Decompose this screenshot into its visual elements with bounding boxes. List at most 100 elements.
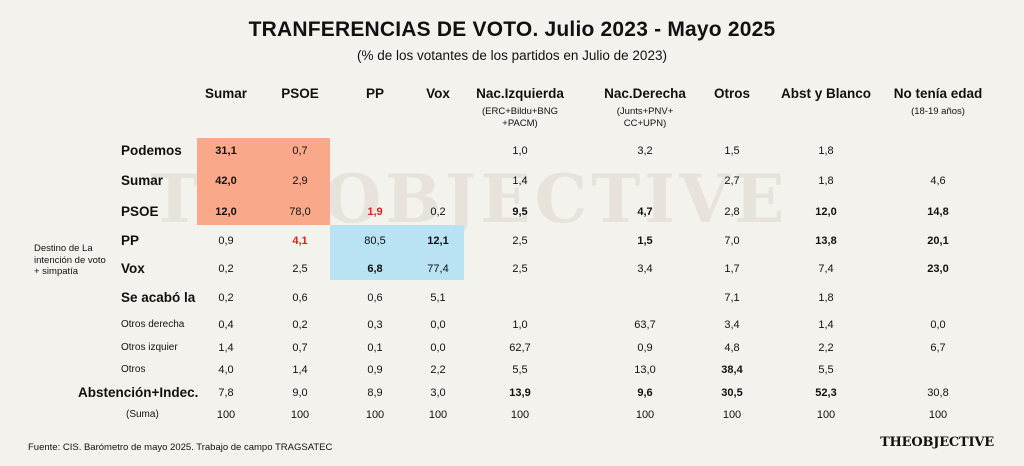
table-cell: 78,0 bbox=[289, 206, 311, 218]
table-cell: 4,0 bbox=[218, 364, 234, 376]
table-cell: 12,0 bbox=[215, 206, 237, 218]
table-cell: 30,5 bbox=[721, 387, 743, 399]
column-header: Vox bbox=[426, 86, 450, 101]
table-cell: 0,9 bbox=[218, 235, 234, 247]
table-cell: 6,7 bbox=[930, 342, 946, 354]
table-cell: 100 bbox=[635, 409, 655, 421]
table-cell: 3,2 bbox=[637, 145, 653, 157]
row-label: Otros bbox=[121, 364, 146, 375]
table-cell: 7,8 bbox=[218, 387, 234, 399]
column-header: No tenía edad bbox=[893, 86, 983, 101]
table-cell: 1,8 bbox=[818, 145, 834, 157]
table-cell: 52,3 bbox=[815, 387, 837, 399]
table-cell: 8,9 bbox=[367, 387, 383, 399]
row-label: Otros izquier bbox=[121, 342, 178, 353]
table-cell: 100 bbox=[290, 409, 310, 421]
table-cell: 2,7 bbox=[724, 175, 740, 187]
table-cell: 1,5 bbox=[724, 145, 740, 157]
column-subheader: (18-19 años) bbox=[911, 106, 965, 117]
table-cell: 1,4 bbox=[512, 175, 528, 187]
table-cell: 100 bbox=[510, 409, 530, 421]
table-cell: 13,0 bbox=[634, 364, 656, 376]
table-cell: 0,2 bbox=[430, 206, 446, 218]
table-cell: 13,8 bbox=[815, 235, 837, 247]
table-cell: 2,2 bbox=[818, 342, 834, 354]
table-cell: 0,6 bbox=[292, 292, 308, 304]
table-cell: 100 bbox=[816, 409, 836, 421]
highlight-orange-block bbox=[197, 138, 330, 225]
table-cell: 3,4 bbox=[637, 263, 653, 275]
column-header: Abst y Blanco bbox=[780, 86, 872, 101]
table-cell: 6,8 bbox=[367, 263, 383, 275]
table-cell: 1,0 bbox=[512, 319, 528, 331]
chart-subtitle: (% de los votantes de los partidos en Ju… bbox=[357, 48, 667, 63]
table-cell: 1,8 bbox=[818, 292, 834, 304]
table-cell: 100 bbox=[722, 409, 742, 421]
table-cell: 1,9 bbox=[367, 206, 383, 218]
table-cell: 0,3 bbox=[367, 319, 383, 331]
table-cell: 30,8 bbox=[927, 387, 949, 399]
table-cell: 2,2 bbox=[430, 364, 446, 376]
table-cell: 1,0 bbox=[512, 145, 528, 157]
column-header: Otros bbox=[713, 86, 751, 101]
table-cell: 80,5 bbox=[364, 235, 386, 247]
row-label: PSOE bbox=[121, 204, 159, 219]
table-cell: 1,7 bbox=[724, 263, 740, 275]
table-cell: 23,0 bbox=[927, 263, 949, 275]
table-cell: 2,5 bbox=[512, 263, 528, 275]
table-cell: 5,5 bbox=[512, 364, 528, 376]
row-label: (Suma) bbox=[126, 409, 159, 420]
table-cell: 0,9 bbox=[637, 342, 653, 354]
row-label: Se acabó la bbox=[121, 290, 196, 305]
table-cell: 4,8 bbox=[724, 342, 740, 354]
table-cell: 0,0 bbox=[430, 342, 446, 354]
row-label: Podemos bbox=[121, 143, 182, 158]
table-cell: 2,8 bbox=[724, 206, 740, 218]
table-cell: 0,2 bbox=[218, 263, 234, 275]
row-label: PP bbox=[121, 233, 140, 248]
table-cell: 77,4 bbox=[427, 263, 449, 275]
table-cell: 4,6 bbox=[930, 175, 946, 187]
table-cell: 1,5 bbox=[637, 235, 653, 247]
source-note: Fuente: CIS. Barómetro de mayo 2025. Tra… bbox=[28, 442, 333, 453]
table-cell: 2,5 bbox=[512, 235, 528, 247]
table-cell: 0,0 bbox=[930, 319, 946, 331]
table-cell: 14,8 bbox=[927, 206, 949, 218]
table-cell: 0,0 bbox=[430, 319, 446, 331]
table-cell: 12,0 bbox=[815, 206, 837, 218]
table-cell: 100 bbox=[365, 409, 385, 421]
table-cell: 13,9 bbox=[509, 387, 531, 399]
table-cell: 2,5 bbox=[292, 263, 308, 275]
table-cell: 1,4 bbox=[218, 342, 234, 354]
side-label: Destino de La intención de voto + simpat… bbox=[34, 243, 106, 277]
table-cell: 1,4 bbox=[818, 319, 834, 331]
table-cell: 12,1 bbox=[427, 235, 449, 247]
row-label: Sumar bbox=[121, 173, 164, 188]
table-cell: 7,0 bbox=[724, 235, 740, 247]
table-cell: 63,7 bbox=[634, 319, 656, 331]
column-header: Nac.Izquierda bbox=[476, 86, 564, 101]
row-label: Otros derecha bbox=[121, 319, 185, 330]
table-cell: 7,4 bbox=[818, 263, 834, 275]
table-cell: 0,1 bbox=[367, 342, 383, 354]
chart-title: TRANFERENCIAS DE VOTO. Julio 2023 - Mayo… bbox=[248, 18, 776, 41]
table-cell: 2,9 bbox=[292, 175, 308, 187]
column-header: PP bbox=[365, 86, 385, 101]
table-cell: 100 bbox=[928, 409, 948, 421]
table-cell: 62,7 bbox=[509, 342, 531, 354]
row-label: Vox bbox=[121, 261, 145, 276]
table-cell: 1,8 bbox=[818, 175, 834, 187]
column-header: Nac.Derecha bbox=[604, 86, 686, 101]
table-cell: 4,1 bbox=[292, 235, 308, 247]
table-cell: 3,0 bbox=[430, 387, 446, 399]
publisher-logo: THEOBJECTIVE bbox=[880, 435, 994, 450]
highlight-blue-block bbox=[330, 225, 464, 280]
table-cell: 1,4 bbox=[292, 364, 308, 376]
column-subheader: (Junts+PNV+ CC+UPN) bbox=[616, 106, 674, 129]
table-cell: 0,7 bbox=[292, 342, 308, 354]
table-cell: 3,4 bbox=[724, 319, 740, 331]
column-subheader: (ERC+Bildu+BNG +PACM) bbox=[481, 106, 559, 129]
table-cell: 4,7 bbox=[637, 206, 653, 218]
table-cell: 0,2 bbox=[218, 292, 234, 304]
table-cell: 0,6 bbox=[367, 292, 383, 304]
